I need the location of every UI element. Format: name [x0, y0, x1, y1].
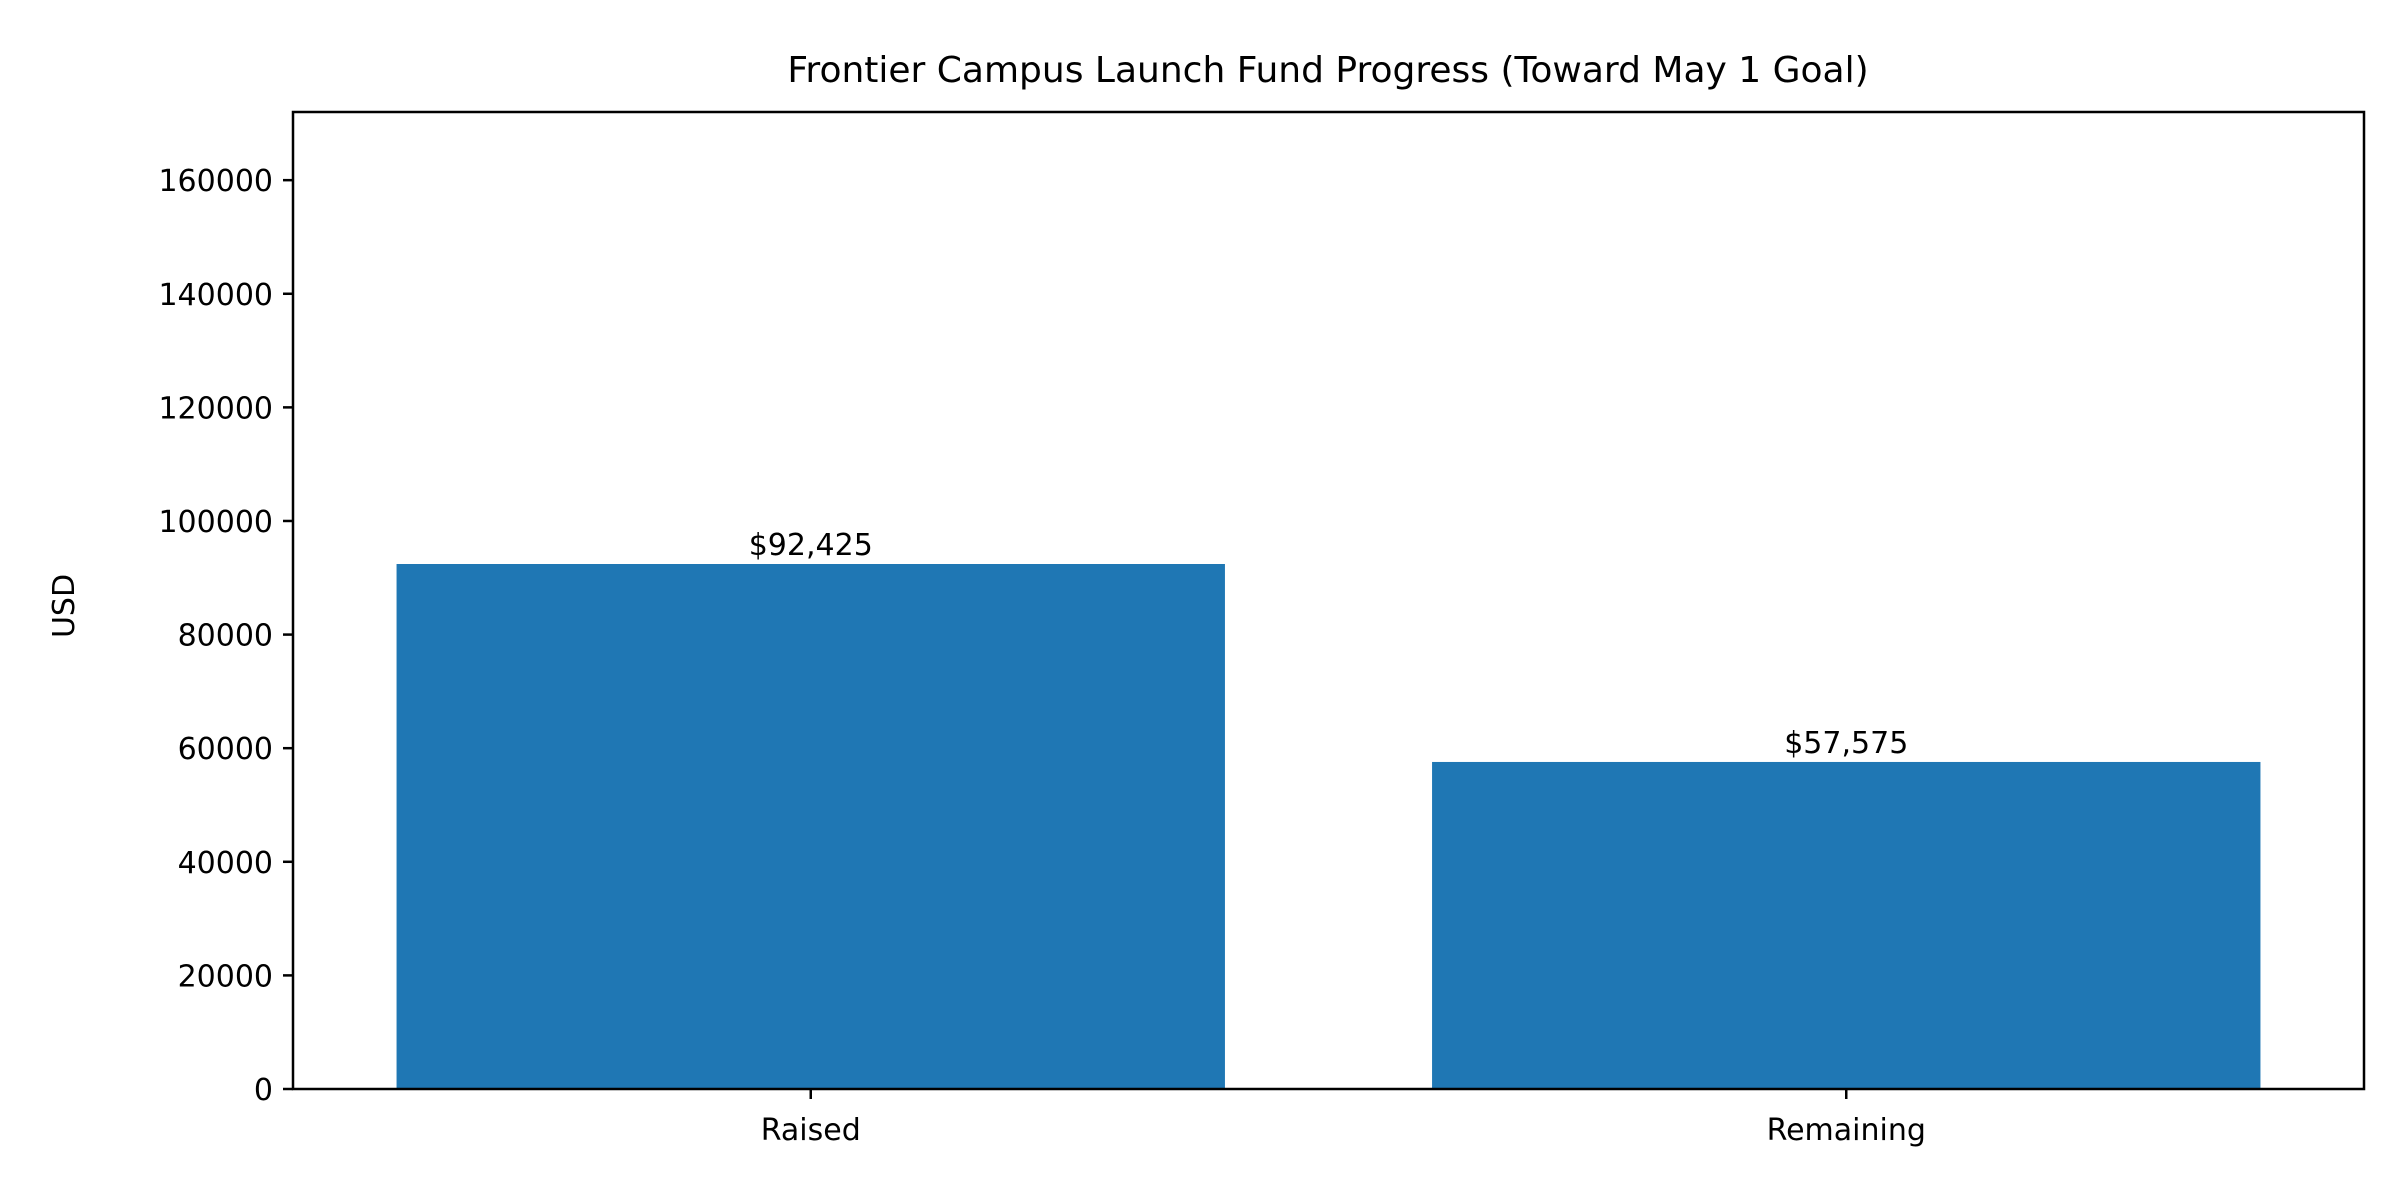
y-tick-label: 140000: [158, 278, 273, 313]
y-tick-label: 100000: [158, 505, 273, 540]
y-tick-label: 0: [254, 1073, 273, 1108]
bar-value-label: $57,575: [1784, 726, 1908, 761]
y-tick-label: 40000: [178, 846, 273, 881]
chart-title: Frontier Campus Launch Fund Progress (To…: [787, 50, 1868, 91]
y-tick-label: 60000: [178, 732, 273, 767]
bar-raised: [396, 564, 1225, 1089]
y-tick-label: 120000: [158, 391, 273, 426]
bar-remaining: [1432, 761, 2261, 1089]
plot-area-frame: [291, 110, 2366, 1091]
y-tick-label: 20000: [178, 959, 273, 994]
y-tick-label: 160000: [158, 164, 273, 199]
x-tick-label: Raised: [761, 1113, 861, 1148]
x-axis: Raised Remaining: [761, 1089, 1926, 1148]
bar-value-label: $92,425: [749, 528, 873, 563]
bars-layer: $92,425 $57,575: [396, 528, 2261, 1089]
x-tick-label: Remaining: [1767, 1113, 1926, 1148]
y-axis: 0 20000 40000 60000 80000 100000 120000 140000 1…: [158, 164, 293, 1108]
y-axis-title: USD: [47, 574, 82, 638]
y-tick-label: 80000: [178, 619, 273, 654]
